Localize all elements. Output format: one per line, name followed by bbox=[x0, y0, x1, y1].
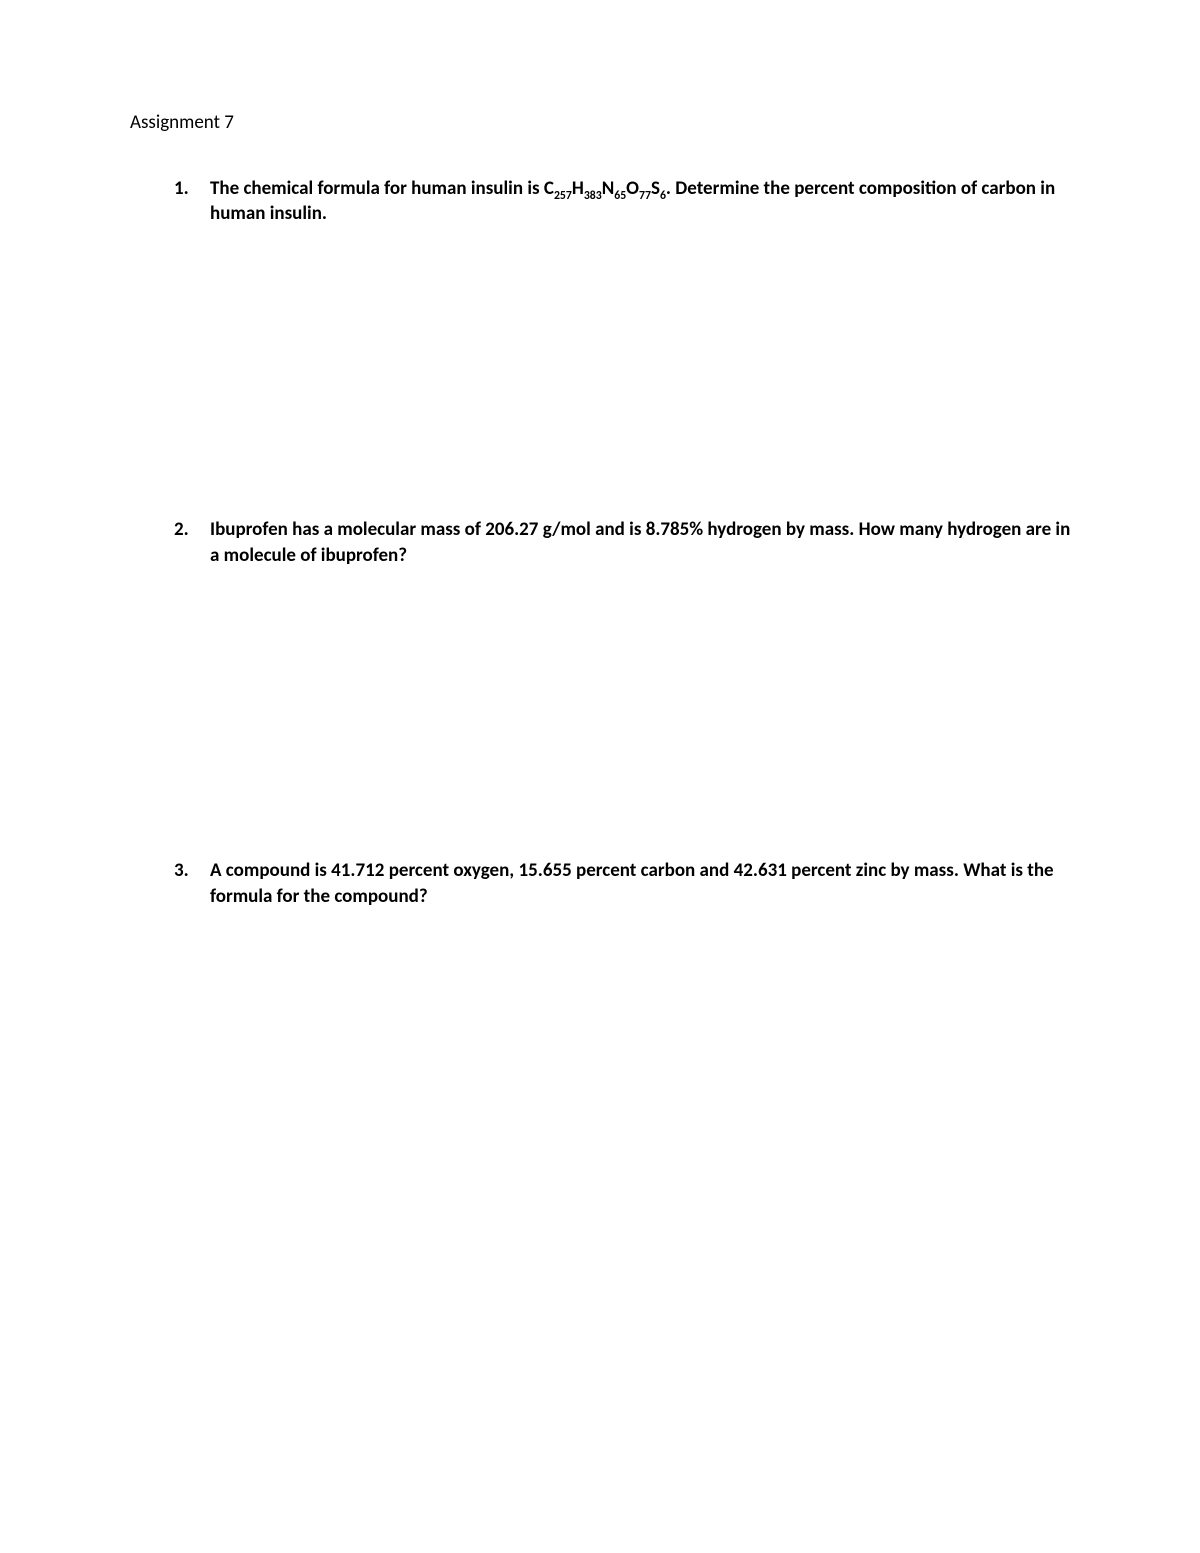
element-subscript: 77 bbox=[639, 188, 651, 202]
chemical-formula: C257H383N65O77S6 bbox=[544, 177, 666, 200]
question-list: 1. The chemical formula for human insuli… bbox=[130, 176, 1080, 910]
element-symbol: O bbox=[626, 177, 639, 200]
question-2: 2. Ibuprofen has a molecular mass of 206… bbox=[174, 517, 1080, 568]
element-subscript: 65 bbox=[614, 188, 626, 202]
element-symbol: C bbox=[544, 177, 554, 200]
assignment-title: Assignment 7 bbox=[130, 110, 1080, 136]
question-3: 3. A compound is 41.712 percent oxygen, … bbox=[174, 858, 1080, 909]
element-symbol: N bbox=[602, 177, 615, 200]
question-number: 2. bbox=[174, 517, 189, 543]
document-page: Assignment 7 1. The chemical formula for… bbox=[0, 0, 1200, 909]
question-text: A compound is 41.712 percent oxygen, 15.… bbox=[210, 859, 1054, 908]
element-symbol: S bbox=[651, 177, 660, 200]
element-subscript: 383 bbox=[584, 188, 602, 202]
question-number: 1. bbox=[174, 176, 189, 202]
question-1: 1. The chemical formula for human insuli… bbox=[174, 176, 1080, 227]
question-text: Ibuprofen has a molecular mass of 206.27… bbox=[210, 518, 1070, 567]
element-subscript: 257 bbox=[554, 188, 572, 202]
element-symbol: H bbox=[572, 177, 584, 200]
question-text-before: The chemical formula for human insulin i… bbox=[210, 177, 544, 200]
question-number: 3. bbox=[174, 858, 189, 884]
